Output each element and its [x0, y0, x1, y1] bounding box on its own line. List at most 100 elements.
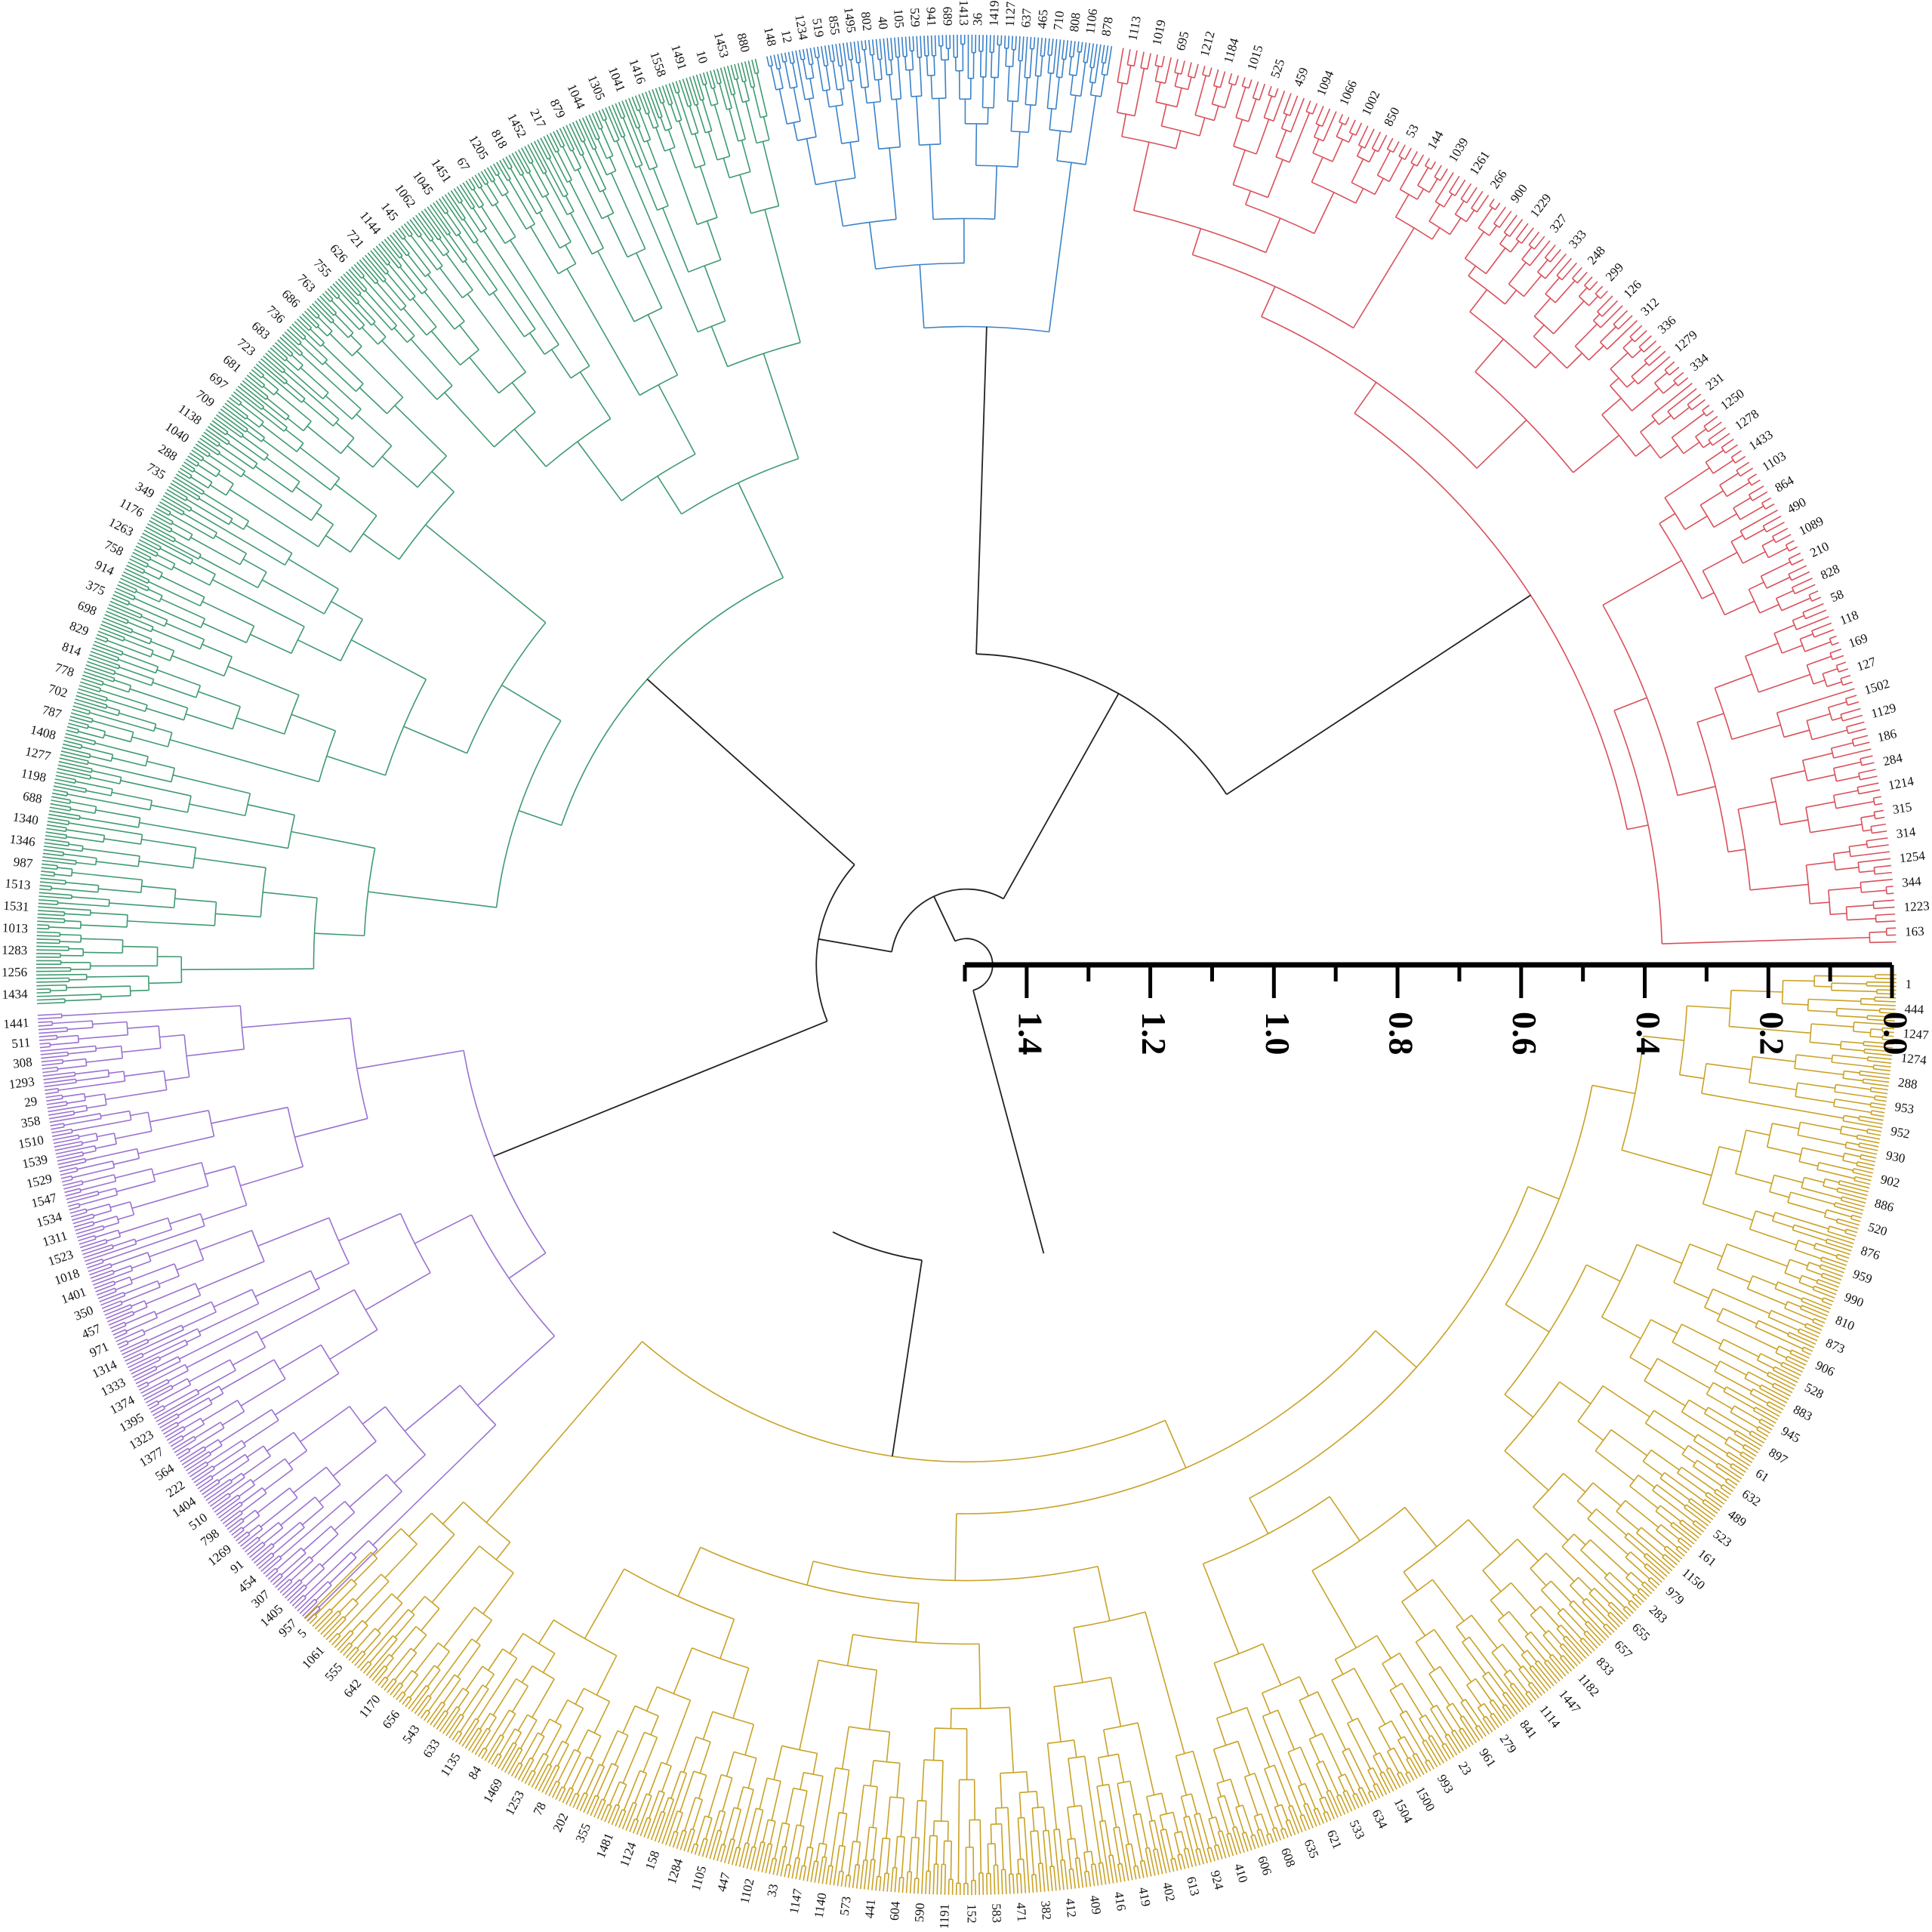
- branch-arc: [1629, 336, 1635, 343]
- branch: [742, 1844, 750, 1869]
- leaf-label: 222: [163, 1478, 187, 1500]
- branch-arc: [649, 165, 658, 171]
- branch: [1160, 1830, 1171, 1873]
- branch: [430, 204, 451, 234]
- branch: [340, 1642, 350, 1653]
- branch: [1077, 41, 1080, 52]
- branch: [66, 985, 131, 988]
- branch: [109, 902, 174, 909]
- branch: [1576, 271, 1588, 284]
- branch: [1485, 1715, 1496, 1730]
- branch: [1644, 1566, 1662, 1583]
- branch: [1752, 1388, 1786, 1407]
- branch-arc: [146, 563, 149, 568]
- branch: [36, 945, 69, 948]
- leaf-label: 1214: [1887, 774, 1915, 793]
- branch: [1314, 192, 1335, 234]
- branch: [648, 1790, 661, 1819]
- branch: [1749, 485, 1764, 496]
- branch: [1217, 1832, 1227, 1859]
- branch: [770, 66, 777, 91]
- branch: [344, 1603, 359, 1619]
- branch: [46, 827, 66, 832]
- branch: [41, 1055, 69, 1059]
- branch: [1285, 1821, 1293, 1837]
- branch-arc: [177, 1356, 181, 1362]
- branch: [1562, 1655, 1576, 1669]
- branch: [88, 726, 106, 732]
- branch: [890, 60, 893, 75]
- branch: [566, 268, 640, 396]
- branch: [1644, 1555, 1668, 1577]
- branch: [1023, 1817, 1031, 1893]
- leaf-label: 1453: [711, 31, 732, 60]
- branch: [1644, 1035, 1684, 1041]
- branch: [254, 1270, 311, 1298]
- branch: [1842, 1160, 1857, 1165]
- branch: [458, 325, 479, 350]
- branch: [331, 600, 363, 620]
- branch: [159, 1416, 180, 1429]
- branch: [1821, 1276, 1841, 1284]
- branch: [873, 102, 880, 149]
- branch-arc: [840, 1870, 844, 1872]
- branch: [142, 532, 193, 561]
- branch: [258, 1555, 275, 1570]
- branch: [652, 168, 669, 206]
- branch: [95, 637, 107, 643]
- branch-arc: [130, 732, 134, 742]
- branch-arc: [595, 1795, 599, 1798]
- branch: [1638, 1474, 1656, 1488]
- branch: [461, 1684, 483, 1716]
- branch: [197, 1478, 214, 1490]
- branch: [99, 1292, 125, 1303]
- branch: [288, 1450, 307, 1465]
- branch: [1647, 1579, 1658, 1589]
- branch: [1840, 1132, 1858, 1138]
- branch: [529, 226, 559, 274]
- leaf-label: 105: [891, 8, 907, 29]
- branch-arc: [1784, 1259, 1791, 1274]
- branch: [521, 1759, 535, 1783]
- branch-arc: [861, 86, 869, 89]
- leaf-label: 683: [249, 319, 273, 342]
- branch: [177, 1397, 209, 1416]
- leaf-label: 1114: [1536, 1702, 1563, 1731]
- branch: [95, 1143, 117, 1149]
- branch-arc: [273, 389, 279, 396]
- leaf-label: 53: [1403, 122, 1422, 140]
- branch-arc: [1748, 589, 1761, 614]
- branch: [1789, 1352, 1808, 1363]
- branch: [1634, 330, 1647, 343]
- branch-arc: [1281, 128, 1292, 133]
- branch: [36, 981, 69, 983]
- branch-arc: [283, 695, 300, 735]
- branch-arc: [733, 1751, 757, 1759]
- branch: [1003, 35, 1006, 48]
- branch: [1838, 1183, 1869, 1193]
- branch: [289, 326, 304, 340]
- branch: [1202, 1563, 1240, 1654]
- branch: [431, 1545, 480, 1604]
- branch: [185, 713, 233, 730]
- branch: [450, 190, 461, 204]
- branch: [1791, 1349, 1810, 1359]
- branch: [265, 1567, 276, 1578]
- branch: [1857, 1138, 1880, 1144]
- branch: [83, 951, 123, 954]
- branch: [161, 1422, 177, 1432]
- leaf-label: 808: [1067, 12, 1083, 33]
- branch: [1584, 276, 1593, 286]
- branch: [267, 1570, 279, 1580]
- leaf-label: 58: [1829, 587, 1846, 605]
- branch-arc: [1827, 1225, 1830, 1232]
- branch: [1795, 1095, 1835, 1104]
- branch: [189, 1464, 209, 1478]
- branch: [460, 202, 482, 233]
- branch: [230, 521, 245, 530]
- branch: [152, 682, 197, 698]
- branch: [719, 1619, 735, 1659]
- branch: [427, 1701, 442, 1724]
- branch: [48, 817, 69, 822]
- leaf-label: 1441: [3, 1015, 29, 1031]
